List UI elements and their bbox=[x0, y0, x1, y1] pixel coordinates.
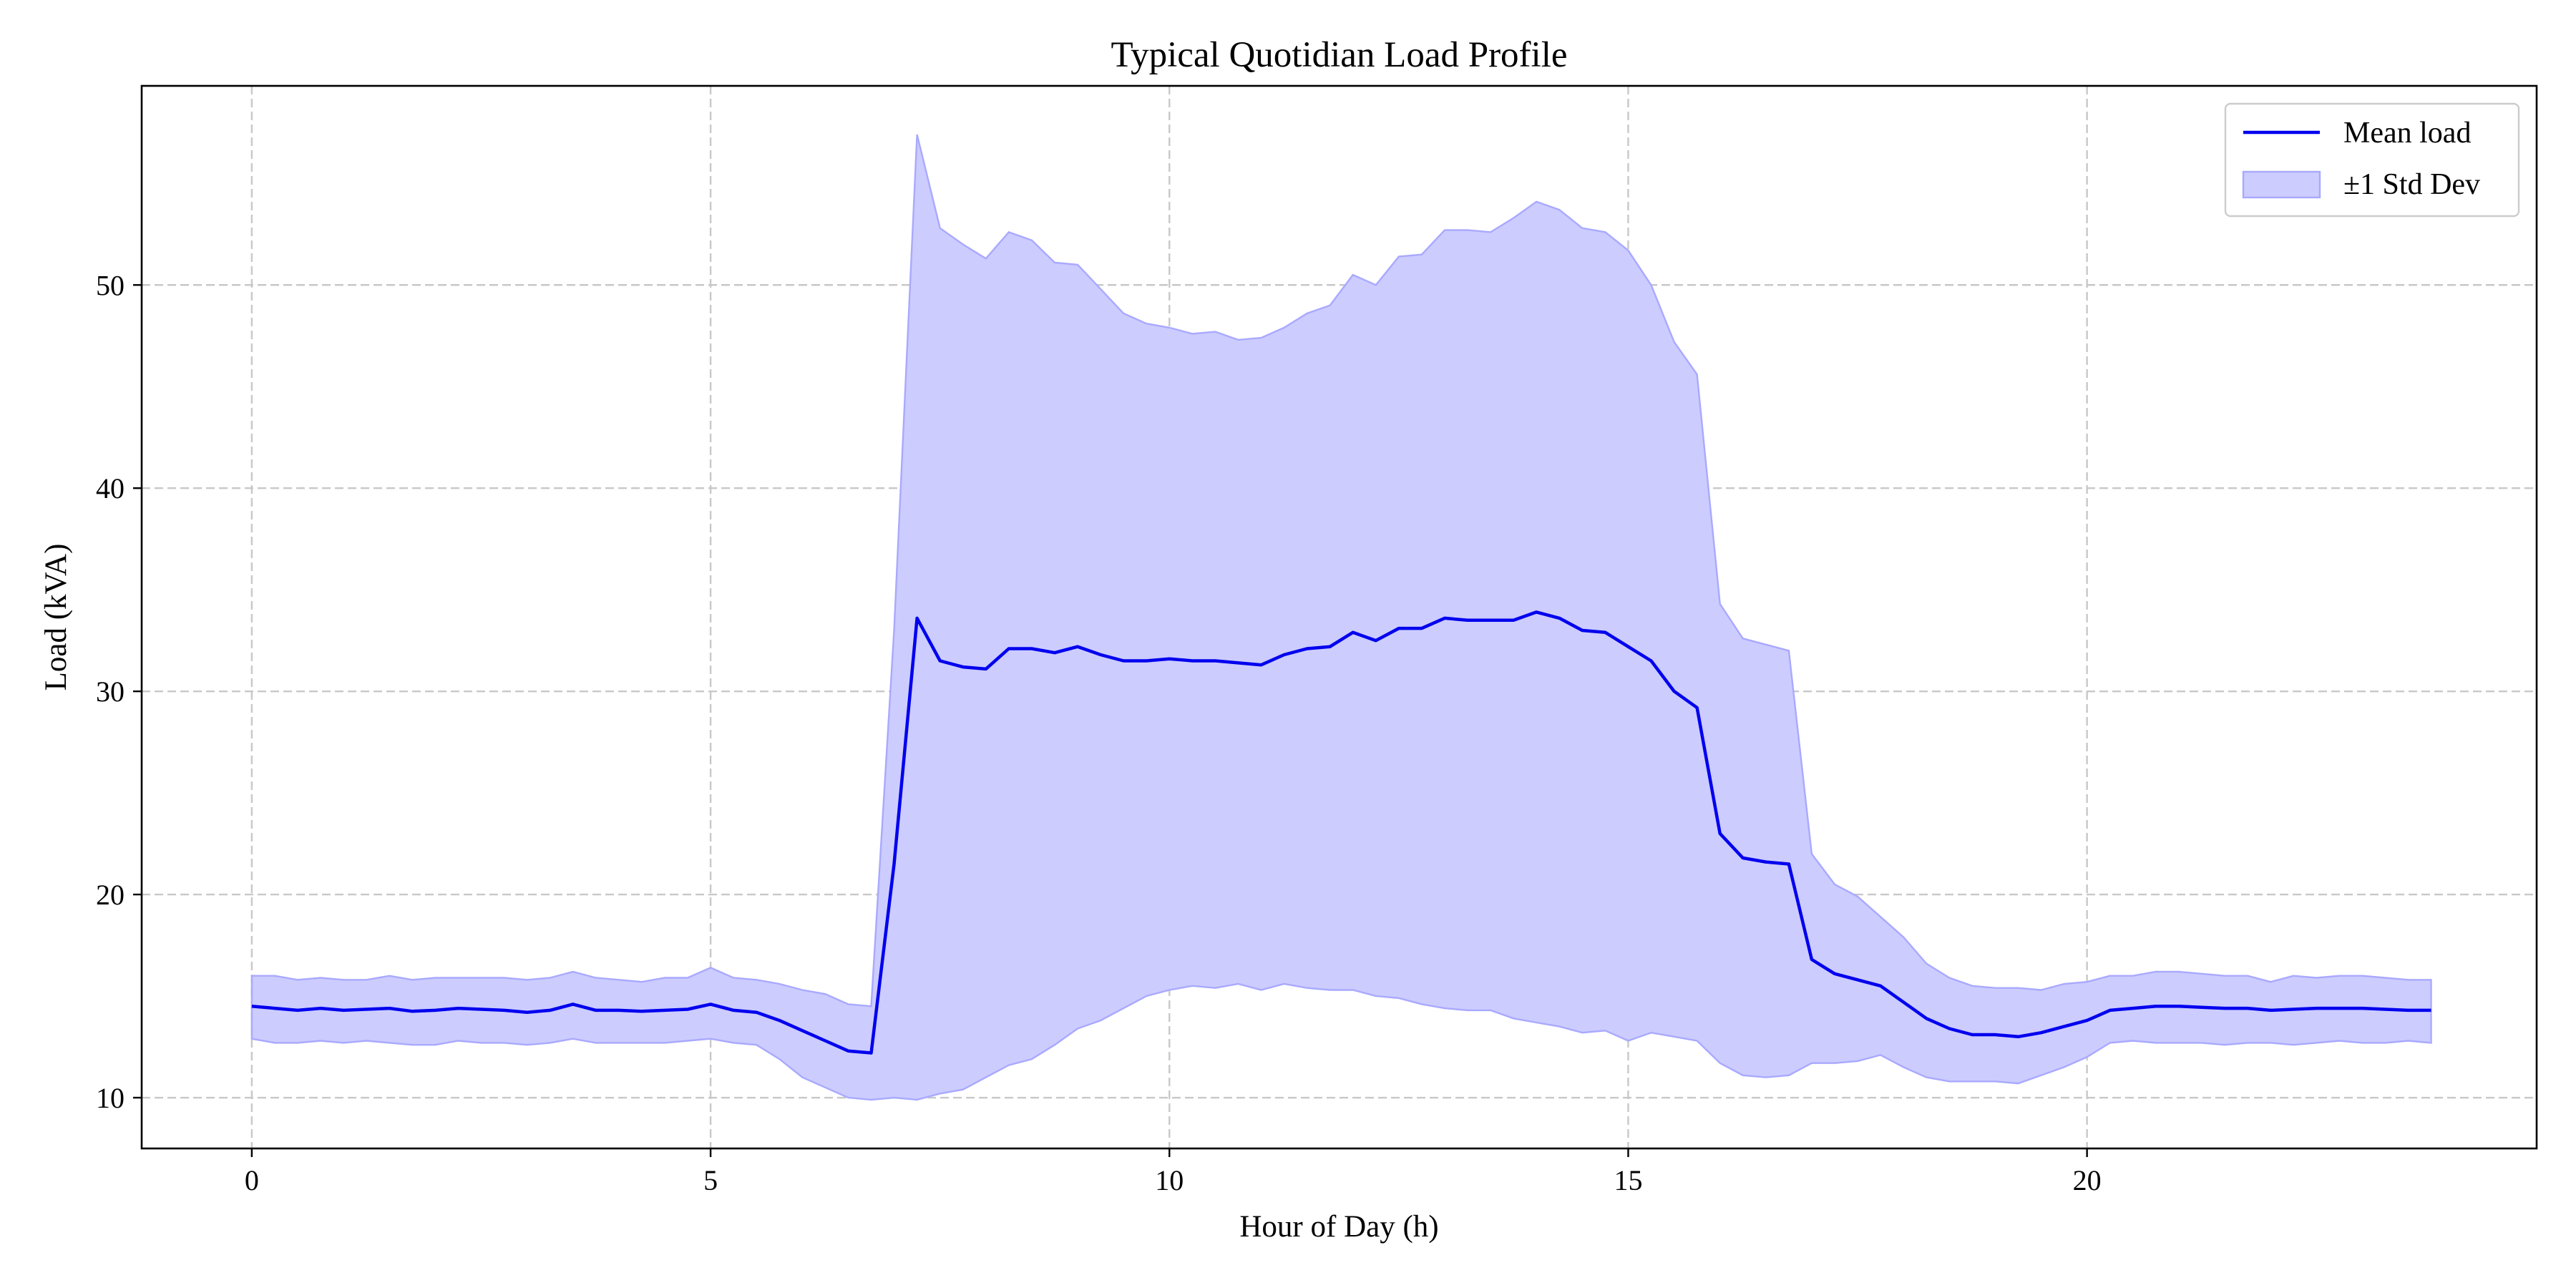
x-tick-label-3: 15 bbox=[1614, 1164, 1642, 1196]
y-tick-label-4: 50 bbox=[96, 269, 125, 301]
legend-std-swatch bbox=[2242, 170, 2321, 199]
plot-frame bbox=[140, 84, 2538, 1150]
legend: Mean load ±1 Std Dev bbox=[2224, 102, 2520, 218]
legend-label-mean: Mean load bbox=[2343, 117, 2471, 150]
x-tick-label-1: 5 bbox=[703, 1164, 718, 1196]
y-tick-label-2: 30 bbox=[96, 675, 125, 708]
legend-label-std: ±1 Std Dev bbox=[2343, 168, 2480, 201]
y-tick-label-1: 20 bbox=[96, 879, 125, 911]
y-tick-label-0: 10 bbox=[96, 1082, 125, 1114]
x-tick-label-2: 10 bbox=[1155, 1164, 1184, 1196]
tick-layer: 0 5 10 15 20 10 20 30 40 50 bbox=[96, 269, 2102, 1196]
x-tick-label-0: 0 bbox=[245, 1164, 259, 1196]
y-tick-label-3: 40 bbox=[96, 472, 125, 504]
x-tick-label-4: 20 bbox=[2073, 1164, 2102, 1196]
std-dev-band bbox=[250, 134, 2432, 1101]
x-axis-label: Hour of Day (h) bbox=[1239, 1210, 1438, 1244]
y-axis-label: Load (kVA) bbox=[39, 544, 73, 691]
mean-load-line bbox=[251, 610, 2431, 1055]
chart-title: Typical Quotidian Load Profile bbox=[1111, 35, 1567, 75]
